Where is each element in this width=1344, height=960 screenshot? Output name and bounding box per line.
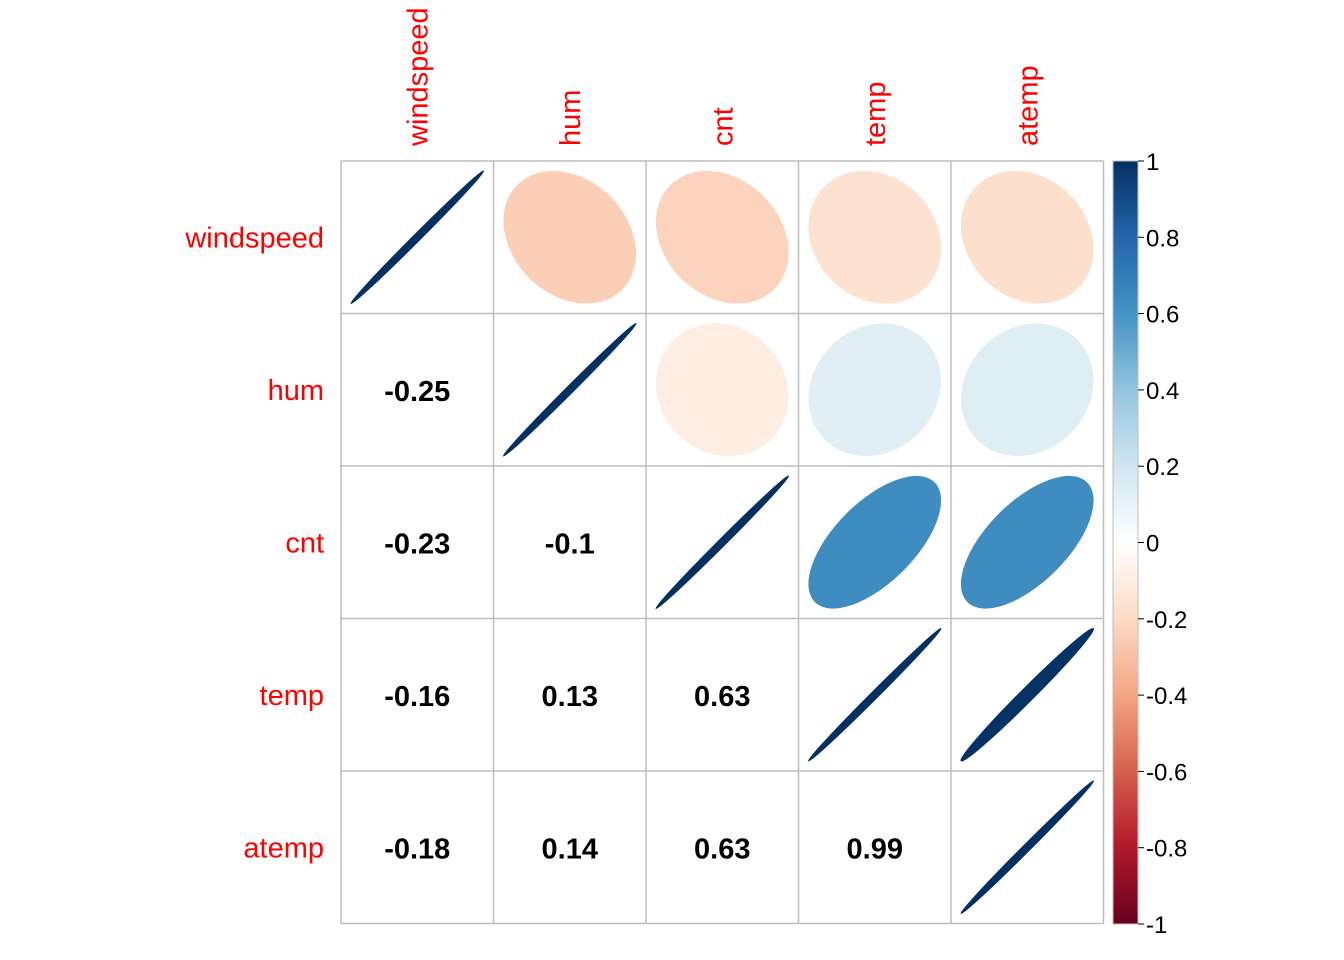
row-label-temp: temp [260,680,324,712]
ellipse-atemp-atemp [960,780,1095,915]
ellipse-hum-atemp [960,323,1094,457]
colorbar-tick-label: -1 [1146,912,1167,939]
coef-temp-cnt: 0.63 [694,681,750,713]
ellipse-windspeed-cnt [655,170,789,304]
colorbar-tick-label: -0.4 [1146,683,1187,710]
colorbar [1112,160,1139,925]
ellipse-windspeed-temp [808,170,942,304]
colorbar-tick-label: 0.8 [1146,225,1179,252]
col-label-temp: temp [860,82,892,146]
colorbar-tick-label: -0.6 [1146,759,1187,786]
coef-cnt-windspeed: -0.23 [384,528,450,560]
coef-cnt-hum: -0.1 [545,528,595,560]
colorbar-tick-label: -0.8 [1146,836,1187,863]
ellipse-windspeed-hum [503,170,637,304]
colorbar-tick-label: 0.4 [1146,378,1179,405]
col-label-atemp: atemp [1012,65,1044,146]
row-label-cnt: cnt [285,527,324,559]
row-label-atemp: atemp [243,832,324,864]
ellipse-windspeed-windspeed [350,170,485,305]
coef-atemp-cnt: 0.63 [694,833,750,865]
ellipse-temp-temp [807,627,942,762]
col-label-cnt: cnt [707,107,739,146]
ellipse-cnt-cnt [655,475,790,610]
coef-temp-windspeed: -0.16 [384,681,450,713]
col-label-hum: hum [555,90,587,146]
col-label-windspeed: windspeed [402,7,434,147]
coef-atemp-windspeed: -0.18 [384,833,450,865]
coef-atemp-hum: 0.14 [542,833,598,865]
colorbar-tick-label: 0.6 [1146,302,1179,329]
row-label-hum: hum [268,375,324,407]
colorbar-tick-label: -0.2 [1146,607,1187,634]
ellipse-hum-hum [502,322,637,457]
coef-atemp-temp: 0.99 [847,833,903,865]
colorbar-tick-label: 0 [1146,531,1159,558]
ellipse-hum-temp [808,323,942,457]
ellipse-temp-atemp [960,627,1095,762]
colorbar-tick-label: 0.2 [1146,454,1179,481]
ellipse-cnt-temp [808,475,942,609]
ellipse-windspeed-atemp [960,170,1094,304]
coef-hum-windspeed: -0.25 [384,376,450,408]
ellipse-cnt-atemp [960,475,1094,609]
row-label-windspeed: windspeed [184,222,324,254]
colorbar-tick-label: 1 [1146,149,1159,176]
ellipse-hum-cnt [655,323,789,457]
coef-temp-hum: 0.13 [542,681,598,713]
